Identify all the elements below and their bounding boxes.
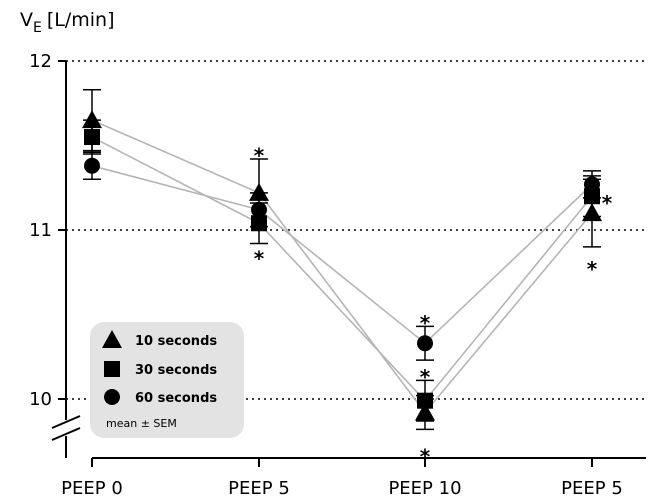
circle-marker <box>584 176 600 193</box>
significance-star: * <box>420 444 431 468</box>
legend-square-icon <box>104 361 120 377</box>
triangle-marker <box>582 203 602 222</box>
axis-break-mark <box>51 415 81 429</box>
significance-star: * <box>587 257 598 281</box>
legend-note: mean ± SEM <box>106 417 177 430</box>
y-tick-label: 12 <box>29 51 52 72</box>
legend-box <box>90 322 244 438</box>
circle-marker <box>84 157 100 174</box>
legend-label: 30 seconds <box>135 363 217 378</box>
legend-label: 10 seconds <box>135 334 217 349</box>
series-lines <box>91 119 593 414</box>
triangle-marker <box>249 182 269 201</box>
significance-star: * <box>420 311 431 335</box>
x-tick-label: PEEP 0 <box>61 478 123 499</box>
legend-items: 10 seconds 30 seconds 60 seconds <box>102 330 217 406</box>
y-tick-label: 11 <box>29 220 52 241</box>
series-line-triangle <box>91 119 593 414</box>
triangle-marker <box>82 110 102 129</box>
x-tick-label: PEEP 5 <box>561 478 623 499</box>
data-markers <box>82 110 602 421</box>
square-marker <box>584 188 600 205</box>
square-marker <box>84 129 100 146</box>
y-axis-title: VE [L/min] <box>20 9 115 36</box>
square-marker <box>417 392 433 409</box>
legend: 10 seconds 30 seconds 60 seconds mean ± SE… <box>90 322 244 438</box>
y-tick-label: 10 <box>29 389 52 410</box>
significance-markers: * * * * * * * <box>254 144 613 469</box>
legend-circle-icon <box>104 389 120 405</box>
significance-star: * <box>254 247 265 271</box>
axes <box>51 60 646 467</box>
tick-labels: 10 11 12 PEEP 0 PEEP 5 PEEP 10 PEEP 5 <box>29 51 623 499</box>
legend-triangle-icon <box>102 330 122 348</box>
x-tick-label: PEEP 10 <box>388 478 461 499</box>
square-marker <box>251 215 267 232</box>
circle-marker <box>417 335 433 352</box>
triangle-marker <box>415 402 435 421</box>
axis-break-mark <box>51 427 81 441</box>
significance-star: * <box>420 365 431 389</box>
circle-marker <box>251 201 267 218</box>
significance-star: * <box>602 191 613 215</box>
significance-star: * <box>254 144 265 168</box>
x-tick-label: PEEP 5 <box>228 478 290 499</box>
series-line-circle <box>91 165 593 345</box>
legend-label: 60 seconds <box>135 391 217 406</box>
series-line-square <box>91 136 593 402</box>
